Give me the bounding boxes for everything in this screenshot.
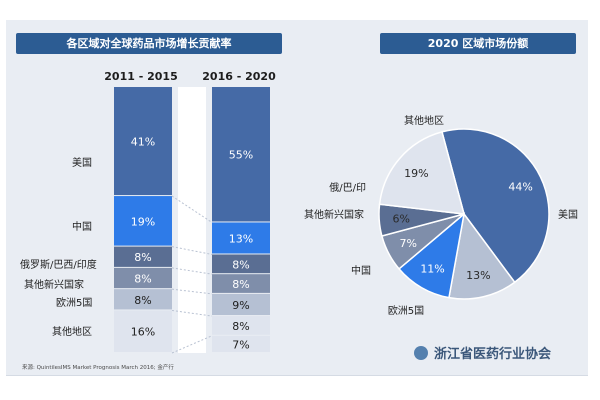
pie-slice: [448, 212, 516, 300]
bar-segment: [114, 196, 172, 246]
watermark: 浙江省医药行业协会: [414, 343, 551, 362]
pie-slice: [378, 130, 466, 215]
segment-label-bric: 俄罗斯/巴西/印度: [20, 260, 97, 271]
right-chart-title: 2020 区域市场份额: [427, 37, 529, 50]
pie-value-label: 19%: [404, 167, 428, 180]
pie-category-label: 其他地区: [404, 114, 444, 127]
pie-value-label: 44%: [508, 181, 532, 194]
pie-value-label: 7%: [400, 237, 417, 250]
bar-value-label: 8%: [134, 273, 151, 286]
segment-connector: [171, 309, 213, 317]
column-header-2016-2020: 2016 - 2020: [202, 70, 276, 83]
left-chart-title: 各区域对全球药品市场增长贡献率: [66, 37, 232, 50]
pie-value-label: 6%: [393, 213, 410, 226]
bar-segment: [114, 289, 172, 310]
segment-connector: [171, 335, 213, 354]
pie-chart: 44% 美国 13% 欧洲5国 11% 中国 7% 其他新兴国家 6% 俄/巴/印 19% 其他地区: [304, 114, 578, 317]
bar-value-label: 41%: [131, 136, 155, 149]
segment-label-other: 其他地区: [52, 327, 92, 338]
bar-value-label: 9%: [232, 299, 249, 312]
bar-segment: [212, 335, 270, 352]
bar-value-label: 8%: [134, 294, 151, 307]
bar-segment: [212, 316, 270, 335]
bar-value-label: 8%: [134, 251, 151, 264]
bar-value-label: 7%: [232, 338, 249, 351]
bar-segment: [114, 267, 172, 289]
bar-segment: [212, 293, 270, 316]
segment-connector: [171, 246, 213, 255]
left-title-band: 各区域对全球药品市场增长贡献率: [16, 33, 282, 54]
bar-segment: [212, 274, 270, 293]
segment-label-emerging: 其他新兴国家: [24, 280, 84, 291]
watermark-text: 浙江省医药行业协会: [434, 347, 552, 362]
bar-value-label: 8%: [232, 258, 249, 271]
right-title-band: 2020 区域市场份额: [380, 33, 576, 54]
pie-panel: 44% 美国 13% 欧洲5国 11% 中国 7% 其他新兴国家 6% 俄/巴/印 19% 其他地区: [294, 48, 586, 358]
segment-label-eu5: 欧洲5国: [56, 298, 93, 309]
pie-category-label: 欧洲5国: [388, 305, 424, 317]
stacked-bar-chart: 41% 19% 8% 8% 8% 16% 55% 13% 8% 8% 9% 8% 7%: [114, 87, 270, 354]
wechat-icon: [414, 346, 428, 360]
source-note: 来源: QuintilesIMS Market Prognosis March …: [22, 365, 174, 371]
segment-label-us: 美国: [72, 158, 92, 169]
bar-segment: [212, 222, 270, 254]
bar-value-label: 8%: [232, 278, 249, 291]
bar-value-label: 55%: [229, 149, 253, 162]
column-header-2011-2015: 2011 - 2015: [104, 70, 178, 83]
pie-category-label: 俄/巴/印: [329, 182, 366, 194]
chart-frame: 各区域对全球药品市场增长贡献率 2011 - 2015 2016 - 2020 …: [6, 20, 588, 376]
bar-segment: [114, 87, 172, 196]
bar-value-label: 8%: [232, 320, 249, 333]
segment-connector: [171, 267, 213, 275]
pie-value-label: 11%: [420, 262, 444, 275]
bar-gap-strip: [178, 87, 206, 353]
segment-connector: [171, 288, 213, 295]
pie-category-label: 其他新兴国家: [304, 208, 364, 221]
bar-value-label: 16%: [131, 326, 155, 339]
bar-segment: [212, 254, 270, 274]
pie-category-label: 中国: [351, 264, 371, 277]
bar-segment: [212, 87, 270, 222]
segment-label-china: 中国: [72, 222, 92, 233]
bar-segment: [114, 246, 172, 267]
pie-value-label: 13%: [466, 269, 490, 282]
bar-value-label: 13%: [229, 232, 253, 245]
bar-value-label: 19%: [131, 215, 155, 228]
bar-segment: [114, 310, 172, 352]
pie-slice: [441, 128, 550, 284]
pie-category-label: 美国: [558, 208, 578, 221]
